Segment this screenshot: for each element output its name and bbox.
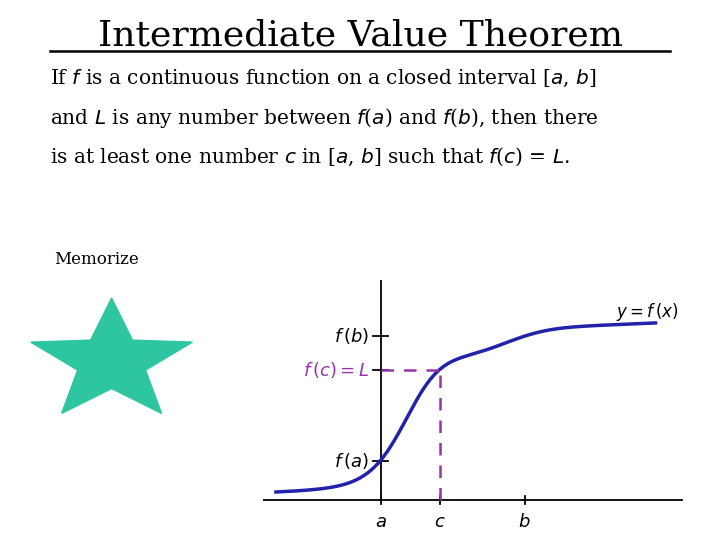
Text: $y = f\,(x)$: $y = f\,(x)$ bbox=[616, 301, 679, 323]
Text: $f\,(a)$: $f\,(a)$ bbox=[334, 450, 369, 470]
Polygon shape bbox=[31, 298, 192, 413]
Text: $f\,(c) = L$: $f\,(c) = L$ bbox=[302, 360, 369, 380]
Text: $a$: $a$ bbox=[374, 513, 387, 531]
Text: Memorize: Memorize bbox=[54, 251, 139, 268]
Text: If $f$ is a continuous function on a closed interval [$a$, $b$]: If $f$ is a continuous function on a clo… bbox=[50, 68, 597, 89]
Text: and $L$ is any number between $f$($a$) and $f$($b$), then there: and $L$ is any number between $f$($a$) a… bbox=[50, 106, 599, 130]
Text: Intermediate Value Theorem: Intermediate Value Theorem bbox=[97, 19, 623, 53]
Text: $b$: $b$ bbox=[518, 513, 531, 531]
Text: is at least one number $c$ in [$a$, $b$] such that $f$($c$) = $L$.: is at least one number $c$ in [$a$, $b$]… bbox=[50, 145, 570, 168]
Text: $c$: $c$ bbox=[433, 513, 446, 531]
Text: $f\,(b)$: $f\,(b)$ bbox=[333, 326, 369, 346]
